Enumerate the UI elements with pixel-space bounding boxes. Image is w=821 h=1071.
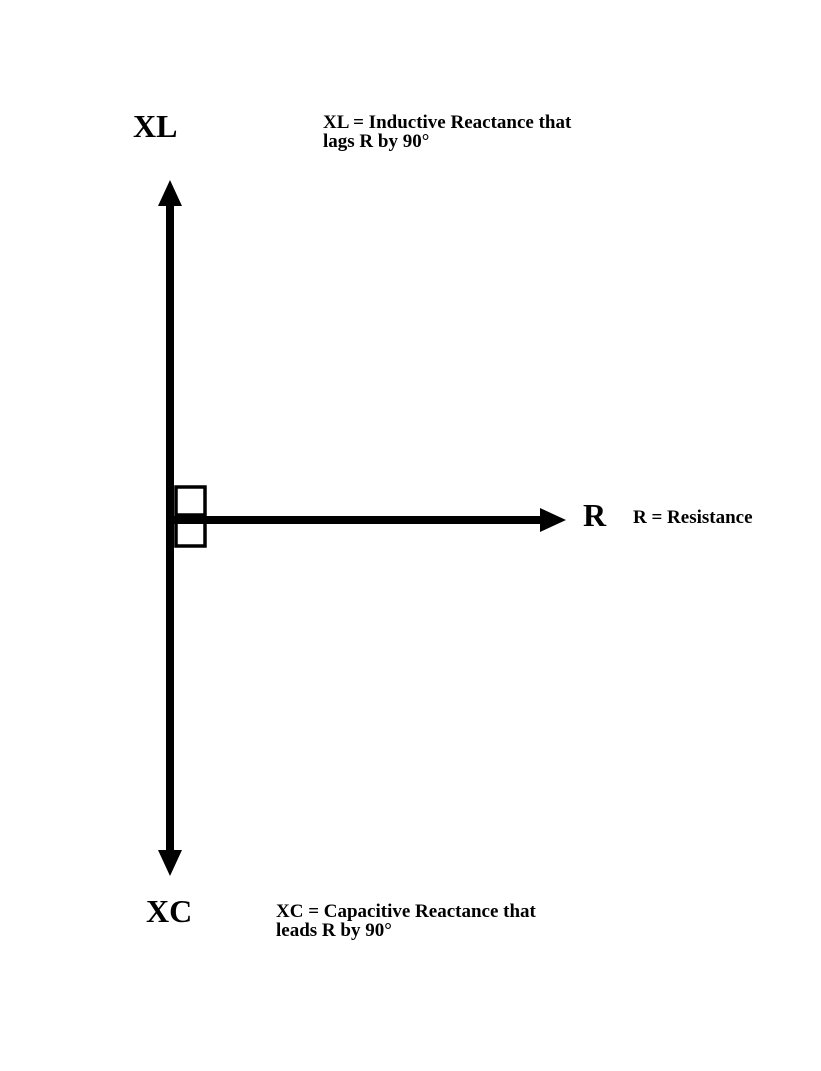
xl-description-line-2: lags R by 90° [323, 131, 430, 152]
r-description: R = Resistance [633, 507, 753, 528]
r-arrowhead [540, 508, 566, 532]
r-label: R [583, 497, 607, 533]
xc-description: XC = Capacitive Reactance that leads R b… [276, 902, 536, 940]
xc-label: XC [146, 893, 193, 929]
xc-description-line-2: leads R by 90° [276, 920, 392, 941]
right-angle-marker-lower [174, 516, 207, 548]
xc-description-line-1: XC = Capacitive Reactance that [276, 901, 536, 922]
xc-arrowhead [158, 850, 182, 876]
xl-description: XL = Inductive Reactance that lags R by … [323, 113, 571, 151]
xl-arrowhead [158, 180, 182, 206]
xl-description-line-1: XL = Inductive Reactance that [323, 112, 572, 133]
right-angle-marker-upper [174, 485, 207, 517]
xl-label: XL [133, 108, 178, 144]
